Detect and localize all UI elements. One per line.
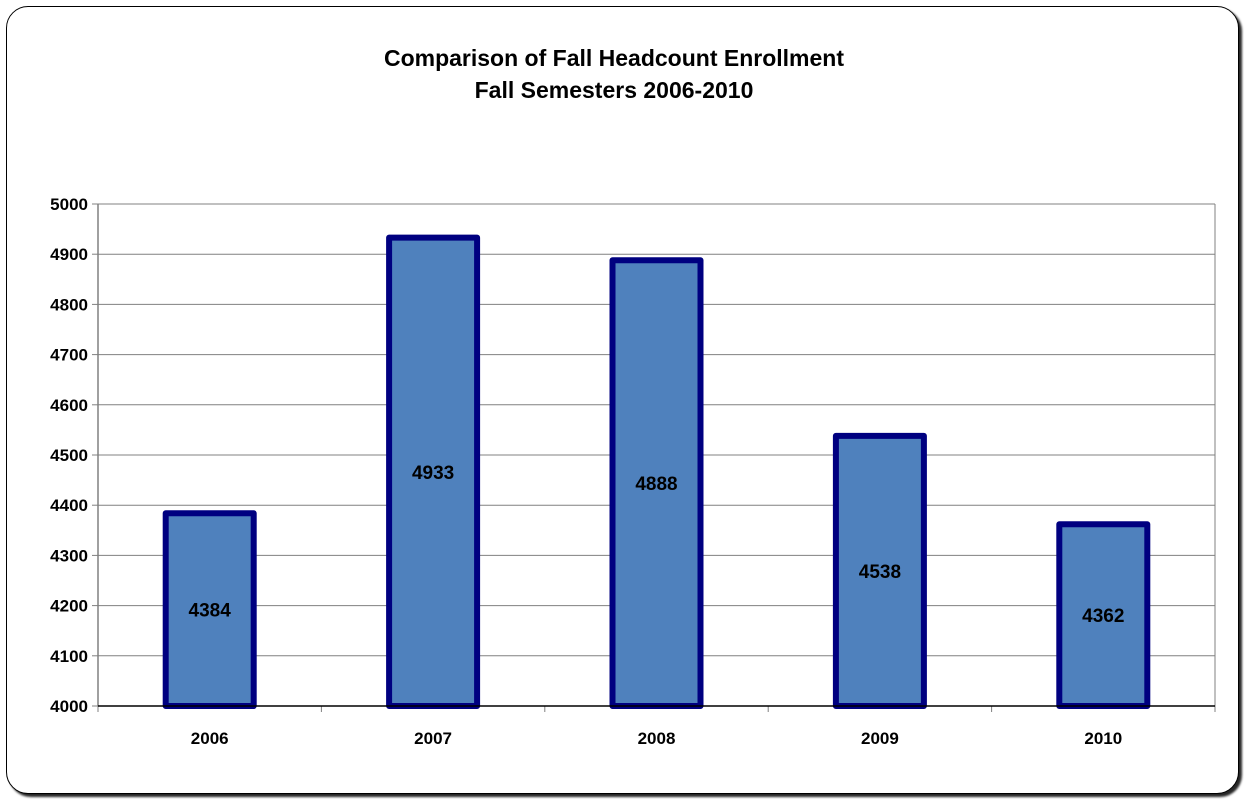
x-tick-label: 2006 [191,729,229,748]
x-tick-label: 2009 [861,729,899,748]
y-tick-label: 4800 [50,295,88,314]
x-tick-label: 2010 [1084,729,1122,748]
data-label: 4384 [189,601,232,622]
y-tick-label: 4600 [50,396,88,415]
bars [162,234,1151,709]
y-tick-label: 4400 [50,496,88,515]
chart-subtitle: Fall Semesters 2006-2010 [475,77,754,103]
gridlines [98,203,1215,657]
data-label: 4538 [859,562,901,583]
y-tick-label: 4900 [50,245,88,264]
axes [92,203,1216,712]
labels: 4000 4100 4200 4300 4400 4500 4600 4700 4800 4900… [50,195,1215,748]
y-tick-label: 4200 [50,597,88,616]
y-tick-label: 4500 [50,446,88,465]
x-tick-label: 2008 [638,729,676,748]
y-tick-label: 4100 [50,647,88,666]
y-tick-label: 4300 [50,546,88,565]
x-tick-label: 2007 [414,729,452,748]
data-label: 4888 [635,474,677,495]
chart-title: Comparison of Fall Headcount Enrollment [384,45,844,71]
data-label: 4362 [1082,606,1124,627]
y-tick-label: 4000 [50,697,88,716]
data-label: 4933 [412,463,454,484]
y-tick-label: 4700 [50,346,88,365]
y-tick-label: 5000 [50,195,88,214]
